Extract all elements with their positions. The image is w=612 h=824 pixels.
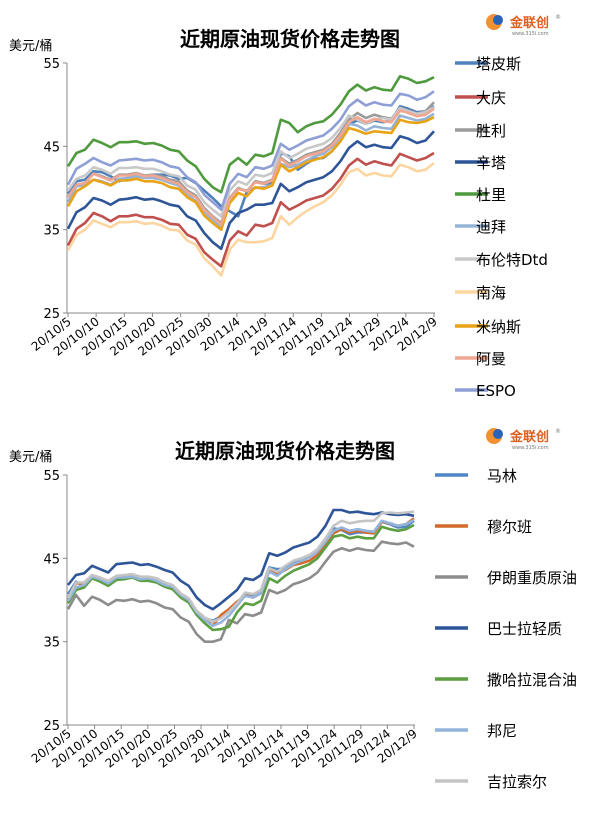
logo: 金联创 www.315i.com ® bbox=[486, 428, 561, 451]
y-axis-unit: 美元/桶 bbox=[9, 39, 52, 54]
y-tick-label: 55 bbox=[43, 469, 60, 484]
logo-text: 金联创 bbox=[509, 15, 549, 31]
logo-subtext: www.315i.com bbox=[512, 445, 549, 451]
logo-registered-mark: ® bbox=[555, 14, 561, 21]
legend-label: 布伦特Dtd bbox=[476, 251, 548, 269]
legend-label: 阿曼 bbox=[476, 350, 506, 368]
y-tick-label: 45 bbox=[43, 140, 60, 155]
y-tick-label: 55 bbox=[43, 57, 60, 72]
legend-label: ESPO bbox=[476, 382, 516, 400]
legend-label: 塔皮斯 bbox=[476, 55, 521, 73]
legend-label: 撒哈拉混合油 bbox=[487, 671, 577, 689]
series-line-4 bbox=[66, 508, 415, 611]
legend-label: 巴士拉轻质 bbox=[487, 620, 562, 638]
legend-label: 迪拜 bbox=[476, 218, 506, 236]
y-axis-unit: 美元/桶 bbox=[9, 450, 52, 465]
logo-registered-mark: ® bbox=[555, 428, 561, 435]
logo-subtext: www.315i.com bbox=[512, 31, 549, 37]
legend-label: 胜利 bbox=[476, 122, 506, 140]
series-line-5 bbox=[66, 523, 415, 632]
series-line-7 bbox=[66, 510, 415, 624]
series-line-6 bbox=[66, 518, 415, 628]
chart-bottom: 近期原油现货价格走势图 美元/桶 金联创 www.315i.com ® 25 35… bbox=[9, 428, 577, 791]
y-tick-label: 45 bbox=[43, 552, 60, 567]
series-line-5 bbox=[66, 75, 435, 194]
series-line-4 bbox=[66, 130, 435, 251]
legend-label: 辛塔 bbox=[476, 154, 506, 172]
logo-mark-icon bbox=[486, 14, 503, 30]
logo-text: 金联创 bbox=[509, 429, 549, 445]
legend-label: 穆尔班 bbox=[487, 518, 532, 536]
series-line-3 bbox=[66, 540, 415, 644]
logo: 金联创 www.315i.com ® bbox=[486, 14, 561, 37]
series-line-10 bbox=[66, 107, 435, 226]
legend-label: 杜里 bbox=[476, 186, 506, 204]
legend-label: 大庆 bbox=[476, 89, 506, 107]
y-tick-label: 35 bbox=[43, 636, 60, 651]
legend-label: 米纳斯 bbox=[476, 318, 521, 336]
legend-label: 伊朗重质原油 bbox=[487, 569, 577, 587]
legend-label: 吉拉索尔 bbox=[487, 773, 547, 791]
logo-mark-icon bbox=[486, 428, 503, 444]
series-line-8 bbox=[66, 161, 435, 277]
legend-label: 南海 bbox=[476, 284, 506, 302]
series-line-9 bbox=[66, 116, 435, 231]
chart-top: 近期原油现货价格走势图 美元/桶 金联创 www.315i.com ® 25 35… bbox=[9, 14, 561, 400]
chart-title: 近期原油现货价格走势图 bbox=[175, 439, 395, 463]
y-tick-label: 35 bbox=[43, 224, 60, 239]
series-line-6 bbox=[66, 112, 435, 230]
series-line-11 bbox=[66, 90, 435, 211]
series-line-2 bbox=[66, 151, 435, 268]
series-line-1 bbox=[66, 519, 415, 623]
legend-label: 邦尼 bbox=[487, 722, 517, 740]
y-tick-label: 25 bbox=[43, 307, 60, 322]
y-tick-label: 25 bbox=[43, 719, 60, 734]
chart-title: 近期原油现货价格走势图 bbox=[180, 27, 400, 51]
legend-label: 马林 bbox=[487, 467, 517, 485]
